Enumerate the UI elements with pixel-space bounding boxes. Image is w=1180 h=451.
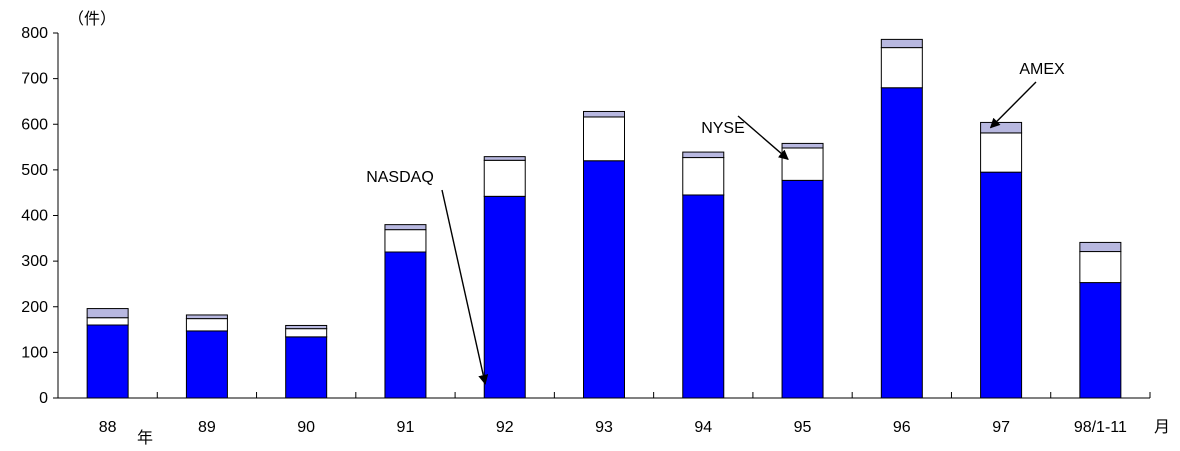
x-tick-label: 95 — [794, 419, 812, 436]
bar-nasdaq-97 — [980, 171, 1023, 399]
y-tick-label: 100 — [21, 344, 48, 361]
bar-amex-95 — [781, 142, 824, 149]
y-unit-label: （件） — [68, 10, 116, 28]
annotation-amex-label: AMEX — [1019, 61, 1065, 78]
bar-nyse-97 — [980, 132, 1023, 173]
bar-amex-97 — [980, 121, 1023, 134]
annotations-layer: NASDAQ NYSE AMEX — [366, 61, 1065, 385]
bar-nasdaq-90 — [285, 336, 328, 399]
y-tick-label: 800 — [21, 25, 48, 42]
bar-amex-92 — [483, 156, 526, 161]
x-tick-label: 92 — [496, 419, 514, 436]
bar-amex-93 — [583, 110, 625, 118]
bars-layer — [86, 38, 1122, 399]
bar-nasdaq-93 — [583, 160, 625, 399]
x-tick-label: 93 — [595, 419, 613, 436]
y-tick-label: 300 — [21, 253, 48, 270]
x-tick-label: 90 — [297, 419, 315, 436]
x-tick-label: 88 — [99, 419, 117, 436]
bar-nyse-88 — [86, 317, 129, 326]
bar-amex-98-1-11 — [1079, 241, 1122, 253]
x-tick-label: 97 — [992, 419, 1010, 436]
x-tick-label: 96 — [893, 419, 911, 436]
bar-amex-90 — [285, 324, 328, 330]
annotation-nasdaq-arrow — [441, 189, 489, 385]
y-tick-label: 700 — [21, 71, 48, 88]
bar-nasdaq-89 — [185, 330, 228, 399]
bar-nyse-94 — [682, 157, 725, 196]
x-unit-label-year: 年 — [137, 429, 153, 447]
bar-nasdaq-88 — [86, 324, 129, 399]
annotation-amex-arrow — [989, 81, 1037, 129]
x-tick-label: 91 — [397, 419, 415, 436]
x-tick-label: 89 — [198, 419, 216, 436]
bar-nasdaq-96 — [880, 87, 923, 399]
annotation-nasdaq-label: NASDAQ — [366, 169, 434, 186]
bar-nasdaq-94 — [682, 194, 725, 399]
x-tick-label: 94 — [694, 419, 712, 436]
y-tick-label: 0 — [39, 390, 48, 407]
y-tick-label: 600 — [21, 116, 48, 133]
bar-amex-91 — [384, 224, 427, 231]
bar-nyse-98-1-11 — [1079, 251, 1122, 284]
annotation-nyse-label: NYSE — [701, 120, 745, 137]
bar-nyse-89 — [185, 318, 228, 332]
y-tick-label: 500 — [21, 162, 48, 179]
bar-nasdaq-98-1-11 — [1079, 282, 1122, 399]
bar-amex-88 — [86, 308, 129, 319]
x-tick-label: 98/1-11 — [1074, 419, 1127, 436]
bar-nasdaq-92 — [483, 195, 526, 399]
bar-nyse-91 — [384, 229, 427, 253]
axes-layer: 0 100 200 300 400 500 600 700 800 88 89 90 91 92 93 94 9… — [21, 25, 1151, 436]
bar-nasdaq-91 — [384, 251, 427, 399]
y-tick-label: 400 — [21, 208, 48, 225]
annotation-nyse-arrow — [737, 115, 789, 160]
bar-nasdaq-95 — [781, 179, 824, 399]
y-tick-label: 200 — [21, 299, 48, 316]
bar-nyse-93 — [583, 116, 625, 162]
bar-amex-89 — [185, 314, 228, 320]
bar-nyse-92 — [483, 159, 526, 197]
bar-amex-94 — [682, 151, 725, 159]
bar-nyse-95 — [781, 147, 824, 181]
bar-nyse-96 — [880, 47, 923, 89]
bar-amex-96 — [880, 38, 923, 49]
x-unit-label-month: 月 — [1154, 419, 1170, 436]
bar-nyse-90 — [285, 328, 328, 338]
